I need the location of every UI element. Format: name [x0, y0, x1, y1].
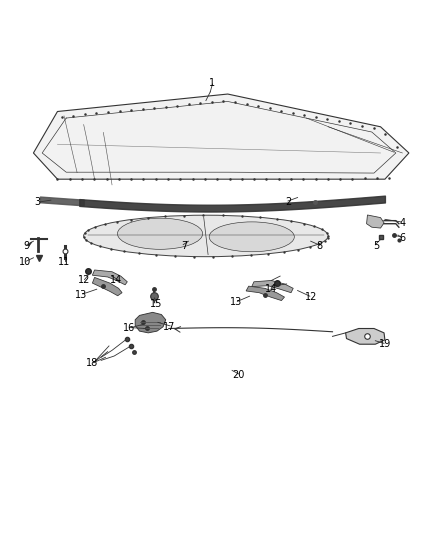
Polygon shape — [135, 312, 166, 333]
Text: 2: 2 — [286, 197, 292, 207]
Text: 12: 12 — [304, 292, 317, 302]
Polygon shape — [246, 286, 285, 301]
Text: 12: 12 — [78, 276, 90, 286]
Text: 1: 1 — [209, 78, 215, 88]
Text: 4: 4 — [399, 218, 406, 228]
Text: 5: 5 — [373, 240, 379, 251]
Text: 20: 20 — [233, 370, 245, 380]
Text: 14: 14 — [265, 284, 278, 294]
Text: 15: 15 — [149, 298, 162, 309]
Ellipse shape — [209, 222, 294, 252]
Text: 17: 17 — [162, 322, 175, 332]
Text: 6: 6 — [399, 233, 406, 243]
Ellipse shape — [84, 215, 328, 257]
Text: 3: 3 — [35, 197, 41, 207]
Polygon shape — [92, 277, 122, 296]
Ellipse shape — [117, 218, 203, 249]
Polygon shape — [33, 94, 409, 179]
Text: 11: 11 — [58, 257, 70, 267]
Text: 8: 8 — [316, 240, 322, 251]
Polygon shape — [252, 280, 293, 293]
Text: 9: 9 — [23, 240, 29, 251]
Text: 14: 14 — [110, 276, 123, 286]
Text: 13: 13 — [75, 290, 88, 300]
Polygon shape — [346, 328, 385, 344]
Polygon shape — [92, 270, 127, 285]
Text: 19: 19 — [379, 339, 391, 349]
Text: 13: 13 — [230, 297, 243, 308]
Text: 16: 16 — [124, 324, 136, 334]
Text: 18: 18 — [86, 358, 99, 368]
Polygon shape — [367, 215, 384, 228]
Text: 7: 7 — [181, 240, 187, 251]
Text: 10: 10 — [18, 257, 31, 267]
